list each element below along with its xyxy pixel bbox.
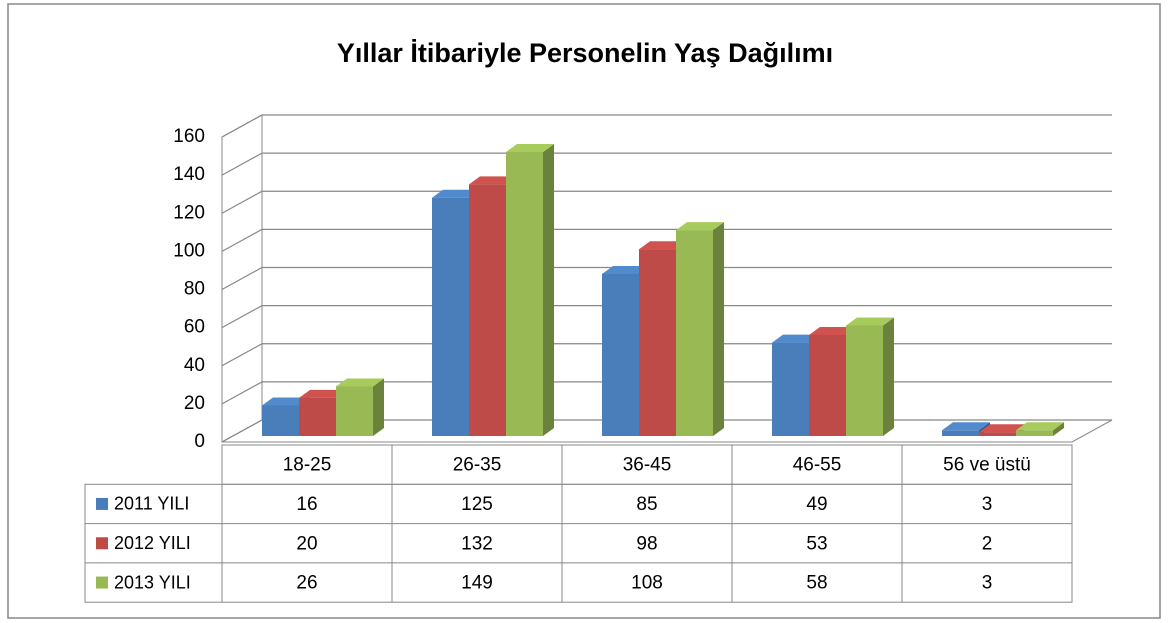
bar-top [299, 389, 347, 398]
bar [506, 151, 543, 436]
y-tick-label: 140 [173, 164, 205, 185]
grid-line [221, 190, 1112, 214]
bar [979, 432, 1016, 436]
legend-swatch [96, 537, 108, 550]
bar-top [1016, 422, 1064, 431]
table-value: 98 [636, 533, 657, 554]
bar-top [846, 317, 894, 326]
table-value: 2 [982, 533, 993, 554]
grid-line [221, 305, 1112, 329]
x-tick-label: 36-45 [623, 455, 672, 476]
table-value: 53 [806, 533, 827, 554]
chart-border [7, 3, 1161, 619]
y-tick-label: 100 [173, 240, 205, 261]
bar-top [942, 422, 990, 431]
bar [639, 249, 676, 436]
y-tick-label: 160 [173, 126, 205, 147]
y-tick-label: 40 [184, 355, 205, 376]
table-value: 125 [461, 494, 493, 515]
table-value: 26 [296, 573, 317, 594]
bar [942, 430, 979, 436]
bar-top [979, 424, 1027, 433]
legend-label: 2013 YILI [114, 572, 191, 592]
bar-side [1053, 422, 1064, 436]
table-value: 20 [296, 533, 317, 554]
bar [772, 342, 809, 436]
table-value: 149 [461, 573, 493, 594]
x-tick-label: 18-25 [283, 455, 332, 476]
bar-side [713, 222, 724, 436]
table-value: 16 [296, 494, 317, 515]
x-tick-label: 46-55 [793, 455, 842, 476]
bar-side [373, 378, 384, 436]
legend-label: 2011 YILI [114, 494, 189, 514]
legend-label: 2012 YILI [114, 533, 191, 553]
bar-top [262, 397, 310, 406]
table-value: 132 [461, 533, 493, 554]
chart-title: Yıllar İtibariyle Personelin Yaş Dağılım… [337, 38, 833, 68]
table-value: 58 [806, 573, 827, 594]
y-tick-label: 20 [184, 393, 205, 414]
bar-side [883, 317, 894, 436]
grid-line [221, 152, 1112, 176]
bar [432, 197, 469, 436]
y-tick-label: 120 [173, 202, 205, 223]
table-value: 49 [806, 494, 827, 515]
bar-top [469, 176, 517, 185]
bar-top [432, 189, 480, 198]
grid-line [221, 228, 1112, 252]
y-tick-label: 60 [184, 317, 205, 338]
bar [846, 325, 883, 436]
bar-top [506, 143, 554, 152]
legend-swatch [96, 497, 108, 510]
bar-top [772, 334, 820, 343]
grid-line [221, 114, 1112, 138]
bar-top [639, 241, 687, 250]
bar [1016, 430, 1053, 436]
table-value: 3 [982, 494, 993, 515]
bar [676, 230, 713, 436]
legend-swatch [96, 576, 108, 589]
bar-side [543, 143, 554, 436]
bar-top [809, 326, 857, 335]
bar [299, 397, 336, 436]
bar [336, 386, 373, 436]
bar-top [676, 222, 724, 231]
table-value: 108 [631, 573, 663, 594]
bar [602, 273, 639, 436]
x-tick-label: 26-35 [453, 455, 502, 476]
bar [469, 184, 506, 436]
table-value: 3 [982, 573, 993, 594]
bar [262, 405, 299, 436]
x-tick-label: 56 ve üstü [943, 455, 1031, 476]
bar-top [336, 378, 384, 387]
grid-line [221, 266, 1112, 291]
y-tick-label: 80 [184, 279, 205, 300]
table-value: 85 [636, 494, 657, 515]
bar [809, 334, 846, 436]
y-tick-label: 0 [194, 431, 205, 452]
bar-top [602, 265, 650, 274]
